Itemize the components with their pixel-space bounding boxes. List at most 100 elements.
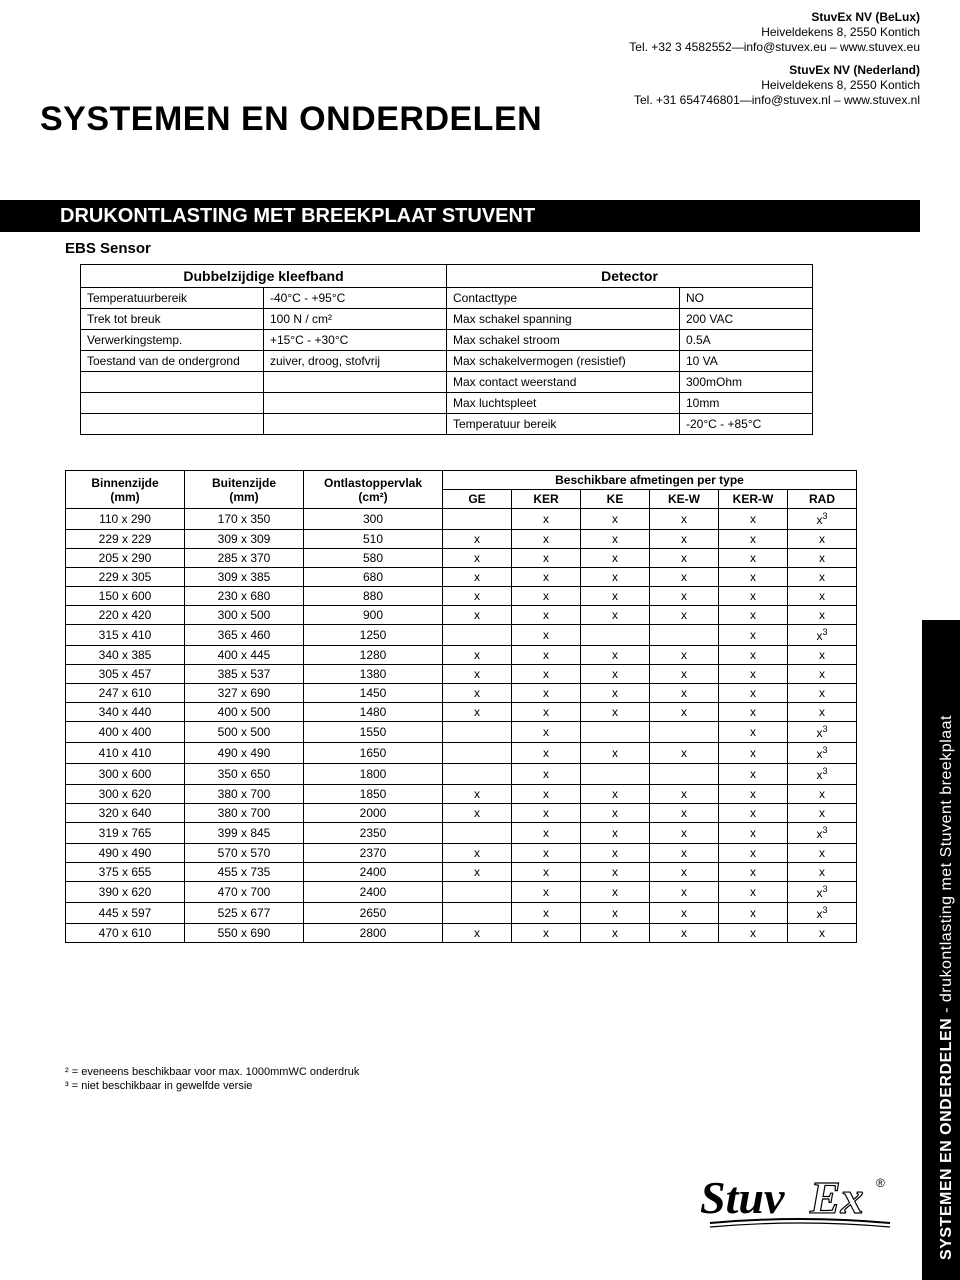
- dim-cell: x3: [788, 764, 857, 785]
- dim-cell: x: [650, 924, 719, 943]
- dim-cell: x: [650, 882, 719, 903]
- dim-cell: x: [581, 924, 650, 943]
- sensor-cell: Max contact weerstand: [447, 372, 680, 393]
- dim-cell: x: [443, 606, 512, 625]
- dim-cell: x3: [788, 722, 857, 743]
- sensor-cell: Max schakelvermogen (resistief): [447, 351, 680, 372]
- dim-cell: 1850: [304, 785, 443, 804]
- dim-cell: [443, 823, 512, 844]
- dim-cell: x: [443, 785, 512, 804]
- sensor-cell: Temperatuurbereik: [81, 288, 264, 309]
- dim-cell: x: [581, 568, 650, 587]
- dim-cell: 340 x 440: [66, 703, 185, 722]
- dim-cell: x: [719, 568, 788, 587]
- dim-cell: x: [581, 646, 650, 665]
- dim-cell: 220 x 420: [66, 606, 185, 625]
- dim-cell: x: [581, 549, 650, 568]
- sensor-h1: Dubbelzijdige kleefband: [81, 265, 447, 288]
- sensor-cell: 300mOhm: [680, 372, 813, 393]
- dim-cell: x: [719, 509, 788, 530]
- dim-subhead: KER-W: [719, 490, 788, 509]
- dim-cell: x: [581, 903, 650, 924]
- dim-cell: 2350: [304, 823, 443, 844]
- dim-cell: x: [581, 665, 650, 684]
- dim-cell: 300: [304, 509, 443, 530]
- dim-cell: 385 x 537: [185, 665, 304, 684]
- sensor-cell: Temperatuur bereik: [447, 414, 680, 435]
- dim-cell: x: [443, 703, 512, 722]
- dim-cell: 410 x 410: [66, 743, 185, 764]
- dim-cell: 490 x 490: [66, 844, 185, 863]
- ebs-label: EBS Sensor: [65, 240, 151, 257]
- dim-cell: x: [512, 509, 581, 530]
- dim-cell: x: [512, 804, 581, 823]
- dim-cell: x: [650, 509, 719, 530]
- dim-cell: 400 x 445: [185, 646, 304, 665]
- dim-cell: 1380: [304, 665, 443, 684]
- dim-cell: x: [512, 844, 581, 863]
- dim-cell: 900: [304, 606, 443, 625]
- dim-cell: 205 x 290: [66, 549, 185, 568]
- dim-cell: x: [581, 703, 650, 722]
- dim-cell: x: [719, 924, 788, 943]
- dim-cell: [443, 509, 512, 530]
- dim-cell: 150 x 600: [66, 587, 185, 606]
- dim-cell: x: [650, 587, 719, 606]
- dim-subhead: KE: [581, 490, 650, 509]
- sensor-cell: 10mm: [680, 393, 813, 414]
- sensor-table: Dubbelzijdige kleefband Detector Tempera…: [80, 264, 813, 435]
- dim-cell: x: [581, 587, 650, 606]
- sensor-cell: Max schakel spanning: [447, 309, 680, 330]
- dim-cell: 400 x 400: [66, 722, 185, 743]
- dim-cell: x: [581, 743, 650, 764]
- dim-cell: x: [650, 823, 719, 844]
- dim-cell: 390 x 620: [66, 882, 185, 903]
- dim-cell: [650, 625, 719, 646]
- dim-cell: 470 x 700: [185, 882, 304, 903]
- svg-text:Ex: Ex: [809, 1172, 864, 1223]
- dim-cell: x: [788, 587, 857, 606]
- dim-cell: x: [719, 722, 788, 743]
- dim-cell: x: [512, 743, 581, 764]
- dim-cell: 170 x 350: [185, 509, 304, 530]
- dim-cell: x3: [788, 903, 857, 924]
- dim-cell: x: [719, 785, 788, 804]
- dim-cell: x: [512, 625, 581, 646]
- dim-cell: x: [581, 863, 650, 882]
- dim-cell: 525 x 677: [185, 903, 304, 924]
- dim-cell: x: [512, 785, 581, 804]
- svg-text:®: ®: [876, 1176, 885, 1190]
- side-main: SYSTEMEN EN ONDERDELEN: [938, 1018, 955, 1260]
- dim-cell: x: [650, 568, 719, 587]
- dim-cell: x: [719, 549, 788, 568]
- dim-cell: x: [581, 530, 650, 549]
- dim-cell: 300 x 600: [66, 764, 185, 785]
- dim-cell: x: [512, 823, 581, 844]
- stuvex-logo: Stuv Ex ®: [700, 1167, 900, 1240]
- dim-cell: 229 x 305: [66, 568, 185, 587]
- dim-cell: x: [719, 703, 788, 722]
- sensor-cell: [264, 372, 447, 393]
- dim-cell: x: [650, 684, 719, 703]
- dim-cell: x: [581, 606, 650, 625]
- dim-cell: x: [788, 530, 857, 549]
- dim-cell: x: [443, 568, 512, 587]
- company-nl-name: StuvEx NV (Nederland): [540, 63, 920, 78]
- dim-cell: [650, 764, 719, 785]
- sensor-cell: Toestand van de ondergrond: [81, 351, 264, 372]
- dim-cell: 229 x 229: [66, 530, 185, 549]
- dim-subhead: GE: [443, 490, 512, 509]
- dim-cell: 110 x 290: [66, 509, 185, 530]
- dim-h-ov: Ontlastoppervlak(cm²): [304, 471, 443, 509]
- dim-cell: x: [719, 587, 788, 606]
- dim-cell: 1800: [304, 764, 443, 785]
- dim-cell: x: [581, 684, 650, 703]
- dim-cell: [650, 722, 719, 743]
- dim-cell: 400 x 500: [185, 703, 304, 722]
- dim-cell: 1250: [304, 625, 443, 646]
- dim-cell: 1280: [304, 646, 443, 665]
- dimensions-table: Binnenzijde(mm) Buitenzijde(mm) Ontlasto…: [65, 470, 857, 943]
- side-text: SYSTEMEN EN ONDERDELEN - drukontlasting …: [938, 715, 956, 1260]
- section-bar: DRUKONTLASTING MET BREEKPLAAT STUVENT: [0, 200, 920, 232]
- dim-cell: x: [788, 568, 857, 587]
